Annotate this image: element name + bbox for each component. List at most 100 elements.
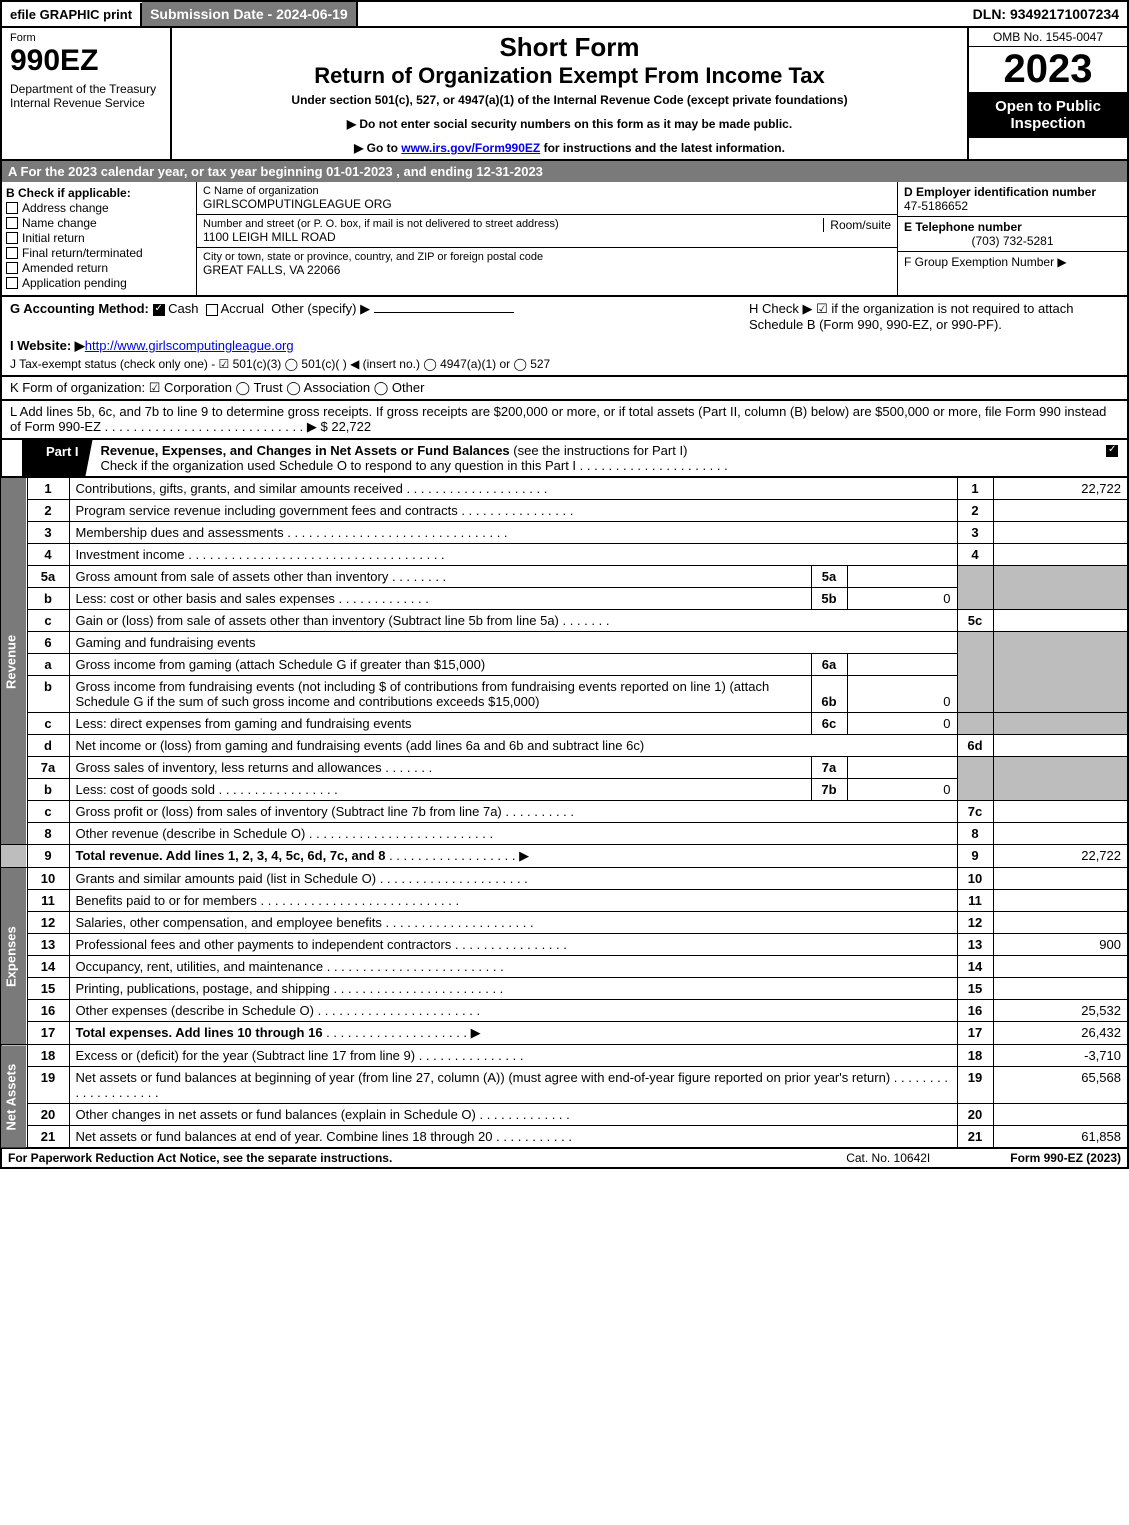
c-city-label: City or town, state or province, country… — [203, 251, 891, 263]
website-link[interactable]: http://www.girlscomputingleague.org — [85, 338, 294, 353]
part1-header: Part I Revenue, Expenses, and Changes in… — [0, 440, 1129, 477]
irs-link[interactable]: www.irs.gov/Form990EZ — [401, 141, 540, 155]
form-id-block: Form 990EZ Department of the Treasury In… — [2, 28, 172, 159]
org-city: GREAT FALLS, VA 22066 — [203, 263, 891, 277]
section-b: B Check if applicable: Address change Na… — [2, 182, 197, 295]
line-5a: 5aGross amount from sale of assets other… — [1, 566, 1128, 588]
checkbox-icon — [6, 247, 18, 259]
line-21: 21Net assets or fund balances at end of … — [1, 1126, 1128, 1149]
line-17: 17Total expenses. Add lines 10 through 1… — [1, 1022, 1128, 1045]
part1-check-text: Check if the organization used Schedule … — [101, 458, 577, 473]
checkbox-icon — [6, 202, 18, 214]
netassets-section-label: Net Assets — [1, 1045, 27, 1149]
lines-table: Revenue 1 Contributions, gifts, grants, … — [0, 477, 1129, 1149]
footer-left: For Paperwork Reduction Act Notice, see … — [8, 1151, 392, 1165]
line-13: 13Professional fees and other payments t… — [1, 934, 1128, 956]
line-18-value: -3,710 — [993, 1045, 1128, 1067]
checkbox-icon — [6, 232, 18, 244]
line-13-value: 900 — [993, 934, 1128, 956]
line-6c: cLess: direct expenses from gaming and f… — [1, 713, 1128, 735]
g-label: G Accounting Method: — [10, 301, 149, 316]
section-c: C Name of organization GIRLSCOMPUTINGLEA… — [197, 182, 897, 295]
chk-amended-return[interactable]: Amended return — [6, 261, 192, 275]
room-suite-label: Room/suite — [823, 218, 891, 232]
org-name: GIRLSCOMPUTINGLEAGUE ORG — [203, 197, 891, 211]
checkbox-icon — [6, 277, 18, 289]
form-word: Form — [10, 32, 162, 44]
g-cash: Cash — [168, 301, 198, 316]
tel-value: (703) 732-5281 — [904, 234, 1121, 248]
line-8: 8Other revenue (describe in Schedule O) … — [1, 823, 1128, 845]
e-tel-label: E Telephone number — [904, 220, 1022, 234]
subtitle: Under section 501(c), 527, or 4947(a)(1)… — [182, 93, 957, 107]
c-name-label: C Name of organization — [203, 185, 891, 197]
short-form-title: Short Form — [182, 32, 957, 63]
block-ghij: G Accounting Method: Cash Accrual Other … — [0, 297, 1129, 377]
line-7c: cGross profit or (loss) from sales of in… — [1, 801, 1128, 823]
line-9: 9Total revenue. Add lines 1, 2, 3, 4, 5c… — [1, 845, 1128, 868]
i-label: I Website: ▶ — [10, 338, 85, 353]
open-public: Open to Public Inspection — [969, 92, 1127, 138]
line-3: 3Membership dues and assessments . . . .… — [1, 522, 1128, 544]
top-bar: efile GRAPHIC print Submission Date - 20… — [0, 0, 1129, 28]
part1-tab: Part I — [22, 440, 93, 476]
submission-date: Submission Date - 2024-06-19 — [142, 2, 358, 26]
line-6d: dNet income or (loss) from gaming and fu… — [1, 735, 1128, 757]
chk-final-return[interactable]: Final return/terminated — [6, 246, 192, 260]
form-header: Form 990EZ Department of the Treasury In… — [0, 28, 1129, 161]
section-def: D Employer identification number 47-5186… — [897, 182, 1127, 295]
right-header: OMB No. 1545-0047 2023 Open to Public In… — [967, 28, 1127, 159]
form-number: 990EZ — [10, 44, 162, 78]
f-group-label: F Group Exemption Number ▶ — [904, 255, 1067, 269]
row-l: L Add lines 5b, 6c, and 7b to line 9 to … — [0, 401, 1129, 440]
b-header: B Check if applicable: — [6, 186, 192, 200]
g-other-input[interactable] — [374, 312, 514, 313]
line-19-value: 65,568 — [993, 1067, 1128, 1104]
j-text: J Tax-exempt status (check only one) - ☑… — [10, 357, 1119, 371]
line-2: 2Program service revenue including gover… — [1, 500, 1128, 522]
footer-form: Form 990-EZ (2023) — [1010, 1151, 1121, 1165]
checkbox-icon[interactable] — [206, 304, 218, 316]
line-20: 20Other changes in net assets or fund ba… — [1, 1104, 1128, 1126]
efile-label[interactable]: efile GRAPHIC print — [2, 3, 142, 26]
d-ein-label: D Employer identification number — [904, 185, 1096, 199]
line-10: Expenses10Grants and similar amounts pai… — [1, 868, 1128, 890]
note2-pre: ▶ Go to — [354, 141, 401, 155]
return-title: Return of Organization Exempt From Incom… — [182, 63, 957, 89]
line-18: Net Assets18Excess or (deficit) for the … — [1, 1045, 1128, 1067]
checkbox-checked-icon[interactable] — [1106, 445, 1118, 457]
note-2: ▶ Go to www.irs.gov/Form990EZ for instru… — [182, 141, 957, 155]
line-16-value: 25,532 — [993, 1000, 1128, 1022]
line-21-value: 61,858 — [993, 1126, 1128, 1149]
department: Department of the Treasury Internal Reve… — [10, 82, 162, 110]
line-1-value: 22,722 — [993, 478, 1128, 500]
row-a: A For the 2023 calendar year, or tax yea… — [0, 161, 1129, 182]
line-4: 4Investment income . . . . . . . . . . .… — [1, 544, 1128, 566]
line-15: 15Printing, publications, postage, and s… — [1, 978, 1128, 1000]
omb-number: OMB No. 1545-0047 — [969, 28, 1127, 47]
chk-name-change[interactable]: Name change — [6, 216, 192, 230]
part1-title: Revenue, Expenses, and Changes in Net As… — [93, 440, 1103, 476]
revenue-section-label: Revenue — [1, 478, 27, 845]
title-block: Short Form Return of Organization Exempt… — [172, 28, 967, 159]
chk-application-pending[interactable]: Application pending — [6, 276, 192, 290]
line-5c: cGain or (loss) from sale of assets othe… — [1, 610, 1128, 632]
total-expenses-value: 26,432 — [993, 1022, 1128, 1045]
footer-cat: Cat. No. 10642I — [846, 1151, 930, 1165]
line-19: 19Net assets or fund balances at beginni… — [1, 1067, 1128, 1104]
org-address: 1100 LEIGH MILL ROAD — [203, 230, 891, 244]
block-bcdef: B Check if applicable: Address change Na… — [0, 182, 1129, 297]
line-14: 14Occupancy, rent, utilities, and mainte… — [1, 956, 1128, 978]
chk-initial-return[interactable]: Initial return — [6, 231, 192, 245]
chk-address-change[interactable]: Address change — [6, 201, 192, 215]
tax-year: 2023 — [969, 47, 1127, 92]
h-text: H Check ▶ ☑ if the organization is not r… — [739, 301, 1119, 332]
line-6: 6Gaming and fundraising events — [1, 632, 1128, 654]
ein-value: 47-5186652 — [904, 199, 968, 213]
note-1: ▶ Do not enter social security numbers o… — [182, 117, 957, 131]
line-1: Revenue 1 Contributions, gifts, grants, … — [1, 478, 1128, 500]
checkbox-checked-icon[interactable] — [153, 304, 165, 316]
line-7a: 7aGross sales of inventory, less returns… — [1, 757, 1128, 779]
c-addr-label: Number and street (or P. O. box, if mail… — [203, 218, 891, 230]
row-k: K Form of organization: ☑ Corporation ◯ … — [0, 377, 1129, 401]
